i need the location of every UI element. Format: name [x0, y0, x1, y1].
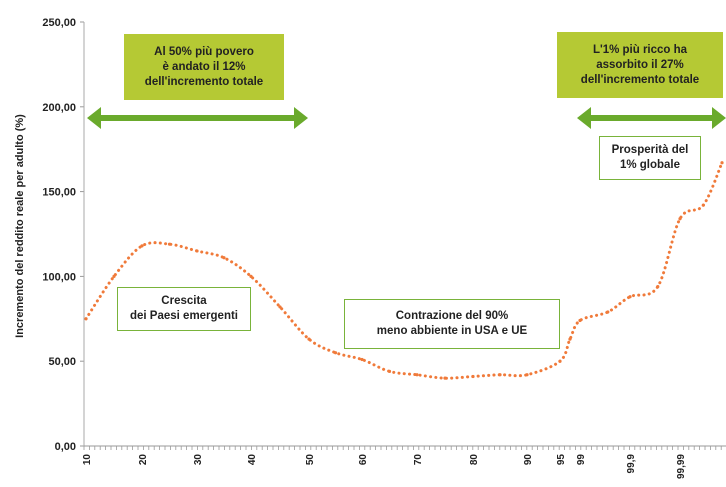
y-tick-label: 100,00	[42, 271, 76, 283]
series-point	[167, 242, 172, 246]
series-point	[471, 374, 475, 379]
series-point	[525, 373, 529, 377]
x-tick-label: 30	[193, 454, 204, 466]
x-tick-label: 40	[247, 454, 258, 466]
callout-rich-share-text: L'1% più ricco ha assorbito il 27% dell'…	[580, 43, 700, 86]
series-point	[249, 274, 253, 278]
callout-global-elite: Prosperità del 1% globale	[599, 136, 701, 180]
callout-poor-share-text: Al 50% più povero è andato il 12% dell'i…	[144, 45, 264, 88]
series-point	[656, 284, 660, 289]
x-tick-label: 99,99	[676, 454, 687, 479]
series-point	[84, 317, 88, 321]
x-tick-label: 50	[305, 454, 316, 466]
series-point	[578, 318, 582, 323]
y-tick-label: 250,00	[42, 17, 76, 29]
arrow-top-percentile	[577, 107, 726, 129]
x-tick-label: 99,9	[626, 454, 637, 474]
series-point	[720, 161, 724, 165]
series-point	[112, 274, 116, 278]
data-series	[84, 161, 724, 380]
y-tick-label: 150,00	[42, 187, 76, 199]
y-axis-label: Incremento del reddito reale per adulto …	[14, 114, 26, 338]
series-point	[628, 295, 632, 299]
x-tick-label: 60	[358, 454, 369, 466]
series-point	[387, 369, 392, 373]
x-tick-label: 10	[82, 454, 93, 466]
x-tick-label: 70	[413, 454, 424, 466]
callout-emerging: Crescita dei Paesi emergenti	[117, 287, 251, 331]
y-tick-label: 0,00	[55, 441, 76, 453]
callout-middle-text: Contrazione del 90% meno abbiente in USA…	[376, 310, 528, 337]
arrow-bottom-half	[87, 107, 308, 129]
y-tick-label: 200,00	[42, 102, 76, 114]
x-axis: 10 20 30 40 50 60 70 80 90 95 99 99,9 99,99	[82, 445, 726, 479]
callout-emerging-text: Crescita dei Paesi emergenti	[129, 295, 239, 322]
callout-global-elite-text: Prosperità del 1% globale	[611, 144, 689, 171]
x-tick-label: 90	[523, 454, 534, 466]
x-tick-label: 80	[469, 454, 480, 466]
callout-middle: Contrazione del 90% meno abbiente in USA…	[344, 299, 560, 349]
x-tick-label: 99	[576, 454, 587, 466]
series-point	[415, 373, 419, 377]
series-point	[568, 337, 572, 341]
series-point	[278, 305, 282, 309]
series-point	[195, 249, 199, 253]
callout-poor-share: Al 50% più povero è andato il 12% dell'i…	[124, 34, 284, 100]
series-point	[498, 373, 502, 377]
series-point	[678, 217, 682, 221]
y-axis: 0,00 50,00 100,00 150,00 200,00 250,00	[42, 17, 85, 453]
y-tick-label: 50,00	[48, 356, 76, 368]
series-point	[307, 337, 311, 341]
x-tick-label: 20	[138, 454, 149, 466]
series-point	[222, 256, 226, 260]
x-tick-label: 95	[556, 454, 567, 466]
series-point	[360, 357, 364, 362]
series-point	[333, 351, 338, 355]
series-point	[701, 203, 705, 207]
series-point	[606, 310, 610, 314]
range-arrows	[87, 107, 726, 129]
series-point	[140, 244, 144, 248]
series-point	[443, 376, 447, 380]
callout-rich-share: L'1% più ricco ha assorbito il 27% dell'…	[557, 32, 723, 98]
series-point	[558, 359, 562, 363]
